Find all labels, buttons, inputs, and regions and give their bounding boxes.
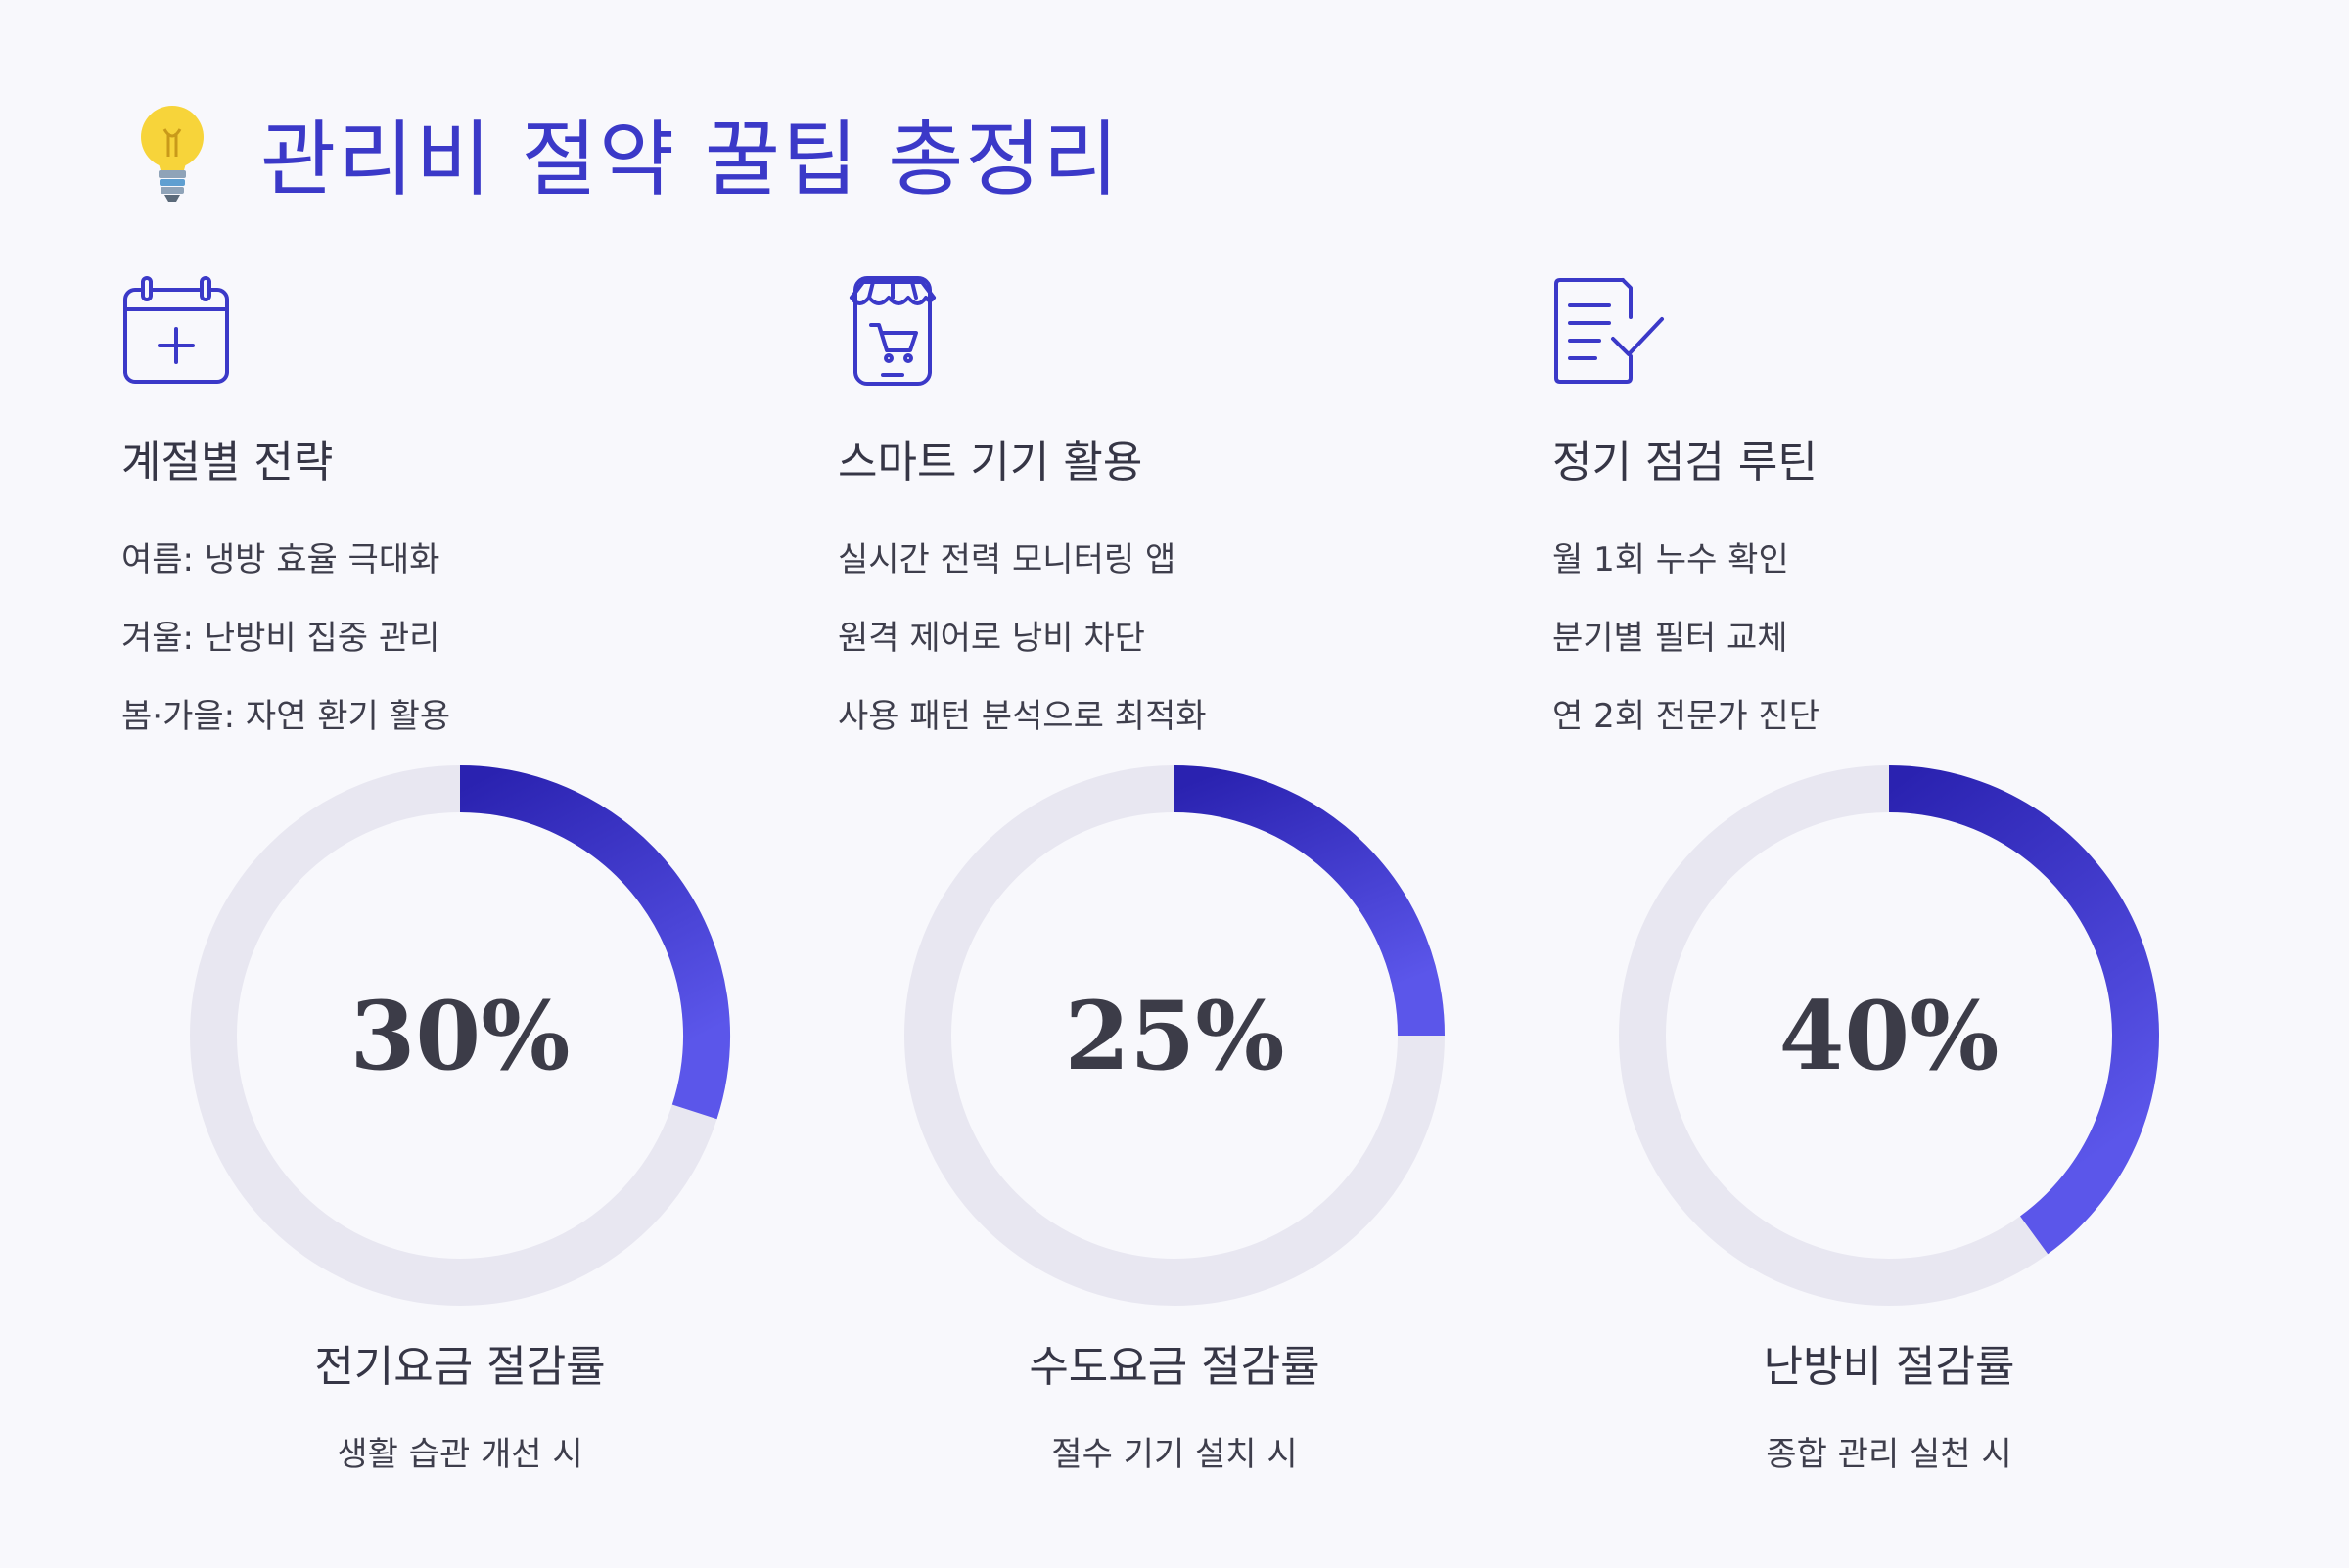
- electricity-caption: 전기요금 절감률 생활 습관 개선 시: [188, 1331, 732, 1475]
- water-caption: 수도요금 절감률 절수 기기 설치 시: [902, 1331, 1447, 1475]
- list-item: 봄·가을: 자연 환기 활용: [121, 697, 451, 736]
- stat-label: 난방비 절감률: [1763, 1342, 2015, 1392]
- title-row: 관리비 절약 꿀팁 총정리: [125, 94, 1121, 211]
- list-item: 원격 제어로 낭비 차단: [838, 619, 1145, 658]
- tip-list: 여름: 냉방 효율 극대화 겨울: 난방비 집중 관리 봄·가을: 자연 환기 …: [121, 521, 669, 756]
- list-item: 월 1회 누수 확인: [1552, 540, 1789, 579]
- list-item: 실시간 전력 모니터링 앱: [838, 540, 1176, 579]
- stat-label: 수도요금 절감률: [1029, 1342, 1320, 1392]
- stat-sublabel: 생활 습관 개선 시: [337, 1435, 583, 1474]
- donut-progress-arc: [459, 765, 730, 1120]
- section-heading: 스마트 기기 활용: [838, 438, 1143, 487]
- lightbulb-icon: [141, 106, 204, 202]
- donut-progress-arc: [1888, 765, 2159, 1255]
- heating-caption: 난방비 절감률 종합 관리 실천 시: [1617, 1331, 2161, 1475]
- heating-savings-donut: 40%: [1617, 763, 2161, 1308]
- page-title: 관리비 절약 꿀팁 총정리: [260, 111, 1121, 208]
- section-smart-devices: 스마트 기기 활용 실시간 전력 모니터링 앱 원격 제어로 낭비 차단 사용 …: [838, 274, 1386, 756]
- donut-progress-arc: [1174, 765, 1445, 1037]
- electricity-savings-donut: 30%: [188, 763, 732, 1308]
- percentage-value: 40%: [1778, 980, 2000, 1091]
- water-savings-donut: 25%: [902, 763, 1447, 1308]
- stat-sublabel: 절수 기기 설치 시: [1051, 1435, 1298, 1474]
- stat-label: 전기요금 절감률: [314, 1342, 606, 1392]
- tip-list: 월 1회 누수 확인 분기별 필터 교체 연 2회 전문가 진단: [1552, 521, 2100, 756]
- checklist-icon: [1554, 278, 1664, 384]
- donut-chart: [1619, 765, 2159, 1306]
- tip-list: 실시간 전력 모니터링 앱 원격 제어로 낭비 차단 사용 패턴 분석으로 최적…: [838, 521, 1386, 756]
- section-seasonal: 계절별 전략 여름: 냉방 효율 극대화 겨울: 난방비 집중 관리 봄·가을:…: [121, 274, 669, 756]
- donut-chart: [190, 765, 730, 1306]
- list-item: 사용 패턴 분석으로 최적화: [838, 697, 1207, 736]
- calendar-icon: [123, 276, 229, 384]
- stat-sublabel: 종합 관리 실천 시: [1766, 1435, 2012, 1474]
- percentage-value: 25%: [1064, 980, 1285, 1091]
- section-heading: 계절별 전략: [121, 438, 334, 487]
- smartphone-shop-icon: [850, 276, 936, 386]
- percentage-value: 30%: [349, 980, 571, 1091]
- list-item: 연 2회 전문가 진단: [1552, 697, 1820, 736]
- section-heading: 정기 점검 루틴: [1552, 438, 1818, 487]
- donut-chart: [904, 765, 1445, 1306]
- section-inspection: 정기 점검 루틴 월 1회 누수 확인 분기별 필터 교체 연 2회 전문가 진…: [1552, 274, 2100, 756]
- list-item: 겨울: 난방비 집중 관리: [121, 619, 440, 658]
- list-item: 여름: 냉방 효율 극대화: [121, 540, 440, 579]
- list-item: 분기별 필터 교체: [1552, 619, 1788, 658]
